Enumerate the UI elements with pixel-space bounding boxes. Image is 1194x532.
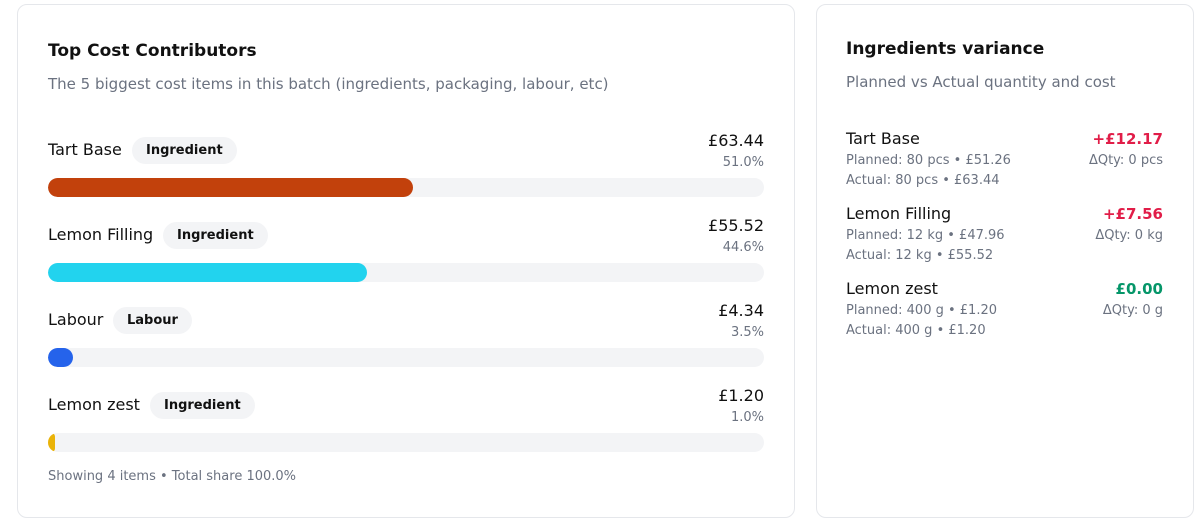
item-share: 1.0% bbox=[730, 410, 764, 425]
bar bbox=[48, 178, 414, 197]
item-amount: £1.20 bbox=[718, 386, 764, 405]
variance-card: Ingredients variance Planned vs Actual q… bbox=[816, 4, 1194, 518]
item-share: 51.0% bbox=[722, 155, 764, 170]
item-name: Lemon Filling bbox=[846, 204, 952, 223]
footer: Showing 4 items • Total share 100.0% bbox=[48, 469, 296, 484]
item-delta: +£7.56 bbox=[1102, 205, 1163, 223]
item-share: 3.5% bbox=[730, 325, 764, 340]
bar-track bbox=[48, 348, 764, 367]
bar-track bbox=[48, 433, 764, 452]
bar bbox=[48, 263, 368, 282]
item-tag: Ingredient bbox=[163, 222, 268, 249]
card-title: Ingredients variance bbox=[846, 39, 1045, 59]
item-name: Tart Base bbox=[48, 140, 122, 159]
item-tag: Labour bbox=[113, 307, 192, 334]
item-planned: Planned: 400 g • £1.20 bbox=[846, 303, 998, 318]
card-subtitle: The 5 biggest cost items in this batch (… bbox=[48, 75, 609, 93]
item-amount: £55.52 bbox=[708, 216, 764, 235]
item-name: Lemon zest bbox=[846, 279, 938, 298]
item-qty: ΔQty: 0 pcs bbox=[1088, 153, 1163, 168]
item-name: Labour bbox=[48, 310, 104, 329]
bar bbox=[48, 348, 74, 367]
item-planned: Planned: 12 kg • £47.96 bbox=[846, 228, 1005, 243]
item-share: 44.6% bbox=[722, 240, 764, 255]
total-share: 100.0% bbox=[246, 469, 297, 484]
item-delta: +£12.17 bbox=[1092, 130, 1163, 148]
item-delta: £0.00 bbox=[1115, 280, 1163, 298]
footer-text: Showing 4 items • Total share bbox=[48, 469, 243, 484]
item-amount: £63.44 bbox=[708, 131, 764, 150]
item-planned: Planned: 80 pcs • £51.26 bbox=[846, 153, 1011, 168]
card-title: Top Cost Contributors bbox=[48, 41, 257, 61]
bar-track bbox=[48, 263, 764, 282]
item-actual: Actual: 400 g • £1.20 bbox=[846, 323, 986, 338]
item-tag: Ingredient bbox=[132, 137, 237, 164]
item-actual: Actual: 12 kg • £55.52 bbox=[846, 248, 994, 263]
item-name: Tart Base bbox=[846, 129, 920, 148]
contributors-card: Top Cost Contributors The 5 biggest cost… bbox=[17, 4, 795, 518]
item-tag: Ingredient bbox=[150, 392, 255, 419]
item-qty: ΔQty: 0 kg bbox=[1095, 228, 1163, 243]
item-name: Lemon zest bbox=[48, 395, 140, 414]
item-actual: Actual: 80 pcs • £63.44 bbox=[846, 173, 1000, 188]
bar-track bbox=[48, 178, 764, 197]
item-qty: ΔQty: 0 g bbox=[1102, 303, 1163, 318]
item-amount: £4.34 bbox=[718, 301, 764, 320]
item-name: Lemon Filling bbox=[48, 225, 154, 244]
card-subtitle: Planned vs Actual quantity and cost bbox=[846, 73, 1116, 91]
bar bbox=[48, 433, 56, 452]
